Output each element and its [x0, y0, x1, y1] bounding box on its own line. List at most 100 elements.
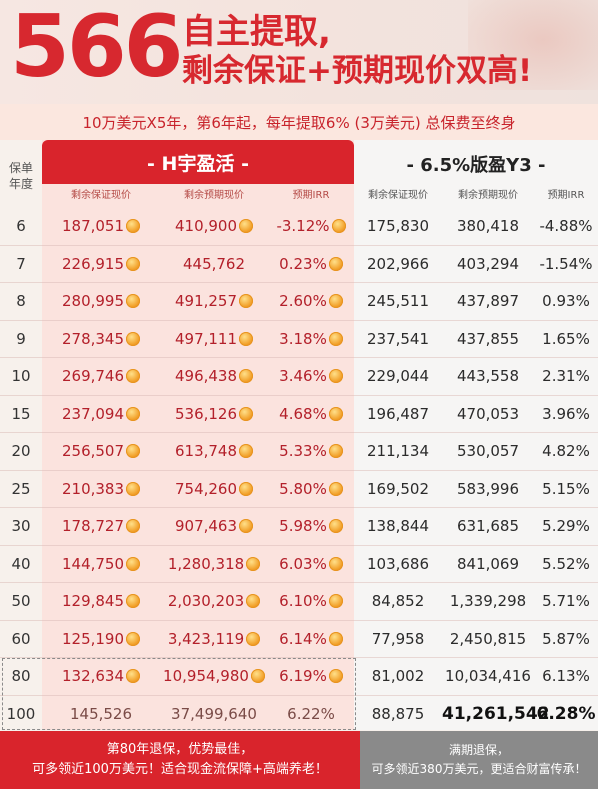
right-guaranteed-cell: 84,852: [354, 583, 442, 620]
left-irr-cell: 6.19%: [268, 658, 354, 695]
left-expected-cell: 907,463: [160, 508, 268, 545]
policy-year-cell-value: 9: [16, 329, 26, 348]
col-right-expected: 剩余预期现价: [458, 190, 518, 201]
right-guaranteed-cell: 103,686: [354, 546, 442, 583]
policy-year-cell-value: 40: [11, 554, 31, 573]
coin-icon: [328, 556, 343, 571]
right-guaranteed-cell-value: 175,830: [366, 217, 430, 235]
right-expected-cell: 631,685: [442, 508, 534, 545]
left-expected-cell-value: 2,030,203: [167, 592, 245, 610]
right-guaranteed-cell: 237,541: [354, 321, 442, 358]
coin-icon: [239, 406, 254, 421]
left-irr-cell-value: 6.10%: [279, 592, 327, 610]
left-expected-cell: 491,257: [160, 283, 268, 320]
right-plan-title: - 6.5%版盈Y3 -: [406, 155, 546, 176]
left-expected-cell: 497,111: [160, 321, 268, 358]
table-row: 6 187,051 410,900 -3.12% 175,830 380,418 -4.88…: [0, 208, 598, 246]
table-row: 25 210,383 754,260 5.80% 169,502 583,996 5.15%: [0, 471, 598, 508]
left-irr-cell: 6.10%: [268, 583, 354, 620]
left-expected-cell-value: 613,748: [174, 442, 238, 460]
headline-title-line2: 剩余保证+预期现价双高!: [182, 53, 533, 89]
left-guaranteed-cell-value: 280,995: [61, 292, 125, 310]
policy-year-cell: 40: [0, 546, 42, 583]
col-left-expected: 剩余预期现价: [184, 190, 244, 201]
right-expected-cell: 443,558: [442, 358, 534, 395]
coin-icon: [328, 256, 343, 271]
right-expected-cell-value: 10,034,416: [445, 667, 531, 685]
left-irr-cell-value: 3.46%: [279, 367, 327, 385]
right-expected-cell: 530,057: [442, 433, 534, 470]
right-expected-cell: 437,855: [442, 321, 534, 358]
left-expected-cell-value: 445,762: [182, 254, 246, 273]
left-expected-cell: 410,900: [160, 208, 268, 245]
left-guaranteed-cell-value: 144,750: [61, 554, 125, 573]
coin-icon: [239, 444, 254, 458]
right-irr-cell-value: 5.52%: [542, 554, 590, 573]
policy-year-cell-value: 50: [11, 592, 31, 610]
right-expected-cell-value: 583,996: [456, 479, 520, 498]
left-expected-cell-value: 496,438: [174, 367, 238, 385]
policy-year-cell-value: 25: [11, 479, 31, 498]
right-expected-cell-value: 470,053: [456, 404, 520, 423]
right-guaranteed-cell: 88,875: [354, 696, 442, 733]
right-guaranteed-cell: 202,966: [354, 246, 442, 283]
left-irr-cell: 6.14%: [268, 621, 354, 658]
coin-icon: [126, 256, 141, 271]
headline-number: 566: [10, 0, 184, 97]
table-row: 40 144,750 1,280,318 6.03% 103,686 841,069 5.5…: [0, 546, 598, 583]
right-irr-cell-value: -4.88%: [539, 217, 593, 235]
left-guaranteed-cell-value: 129,845: [61, 592, 125, 610]
left-irr-cell-value: 6.19%: [279, 667, 327, 685]
left-guaranteed-cell: 178,727: [42, 508, 160, 545]
left-expected-cell-value: 10,954,980: [163, 667, 249, 685]
left-plan-title: - H宇盈活 -: [147, 152, 249, 175]
left-irr-cell: 3.46%: [268, 358, 354, 395]
right-expected-cell-value: 1,339,298: [449, 592, 527, 610]
coin-icon: [239, 331, 254, 346]
policy-year-cell-value: 15: [11, 404, 31, 423]
right-expected-cell-value: 443,558: [456, 367, 520, 385]
policy-year-cell-value: 30: [11, 517, 31, 535]
right-guaranteed-cell-value: 77,958: [371, 629, 425, 648]
table-row: 80 132,634 10,954,980 6.19% 81,002 10,034,416…: [0, 658, 598, 696]
footer-left-line1: 第80年退保，优势最佳，: [106, 742, 254, 757]
left-guaranteed-cell-value: 210,383: [61, 479, 125, 498]
policy-year-cell: 6: [0, 208, 42, 245]
coin-icon: [328, 294, 343, 308]
policy-year-cell: 10: [0, 358, 42, 395]
coin-icon: [328, 631, 343, 646]
left-irr-cell: 5.80%: [268, 471, 354, 508]
coin-icon: [126, 331, 141, 346]
right-irr-cell: 5.71%: [534, 583, 598, 620]
column-headers: 剩余保证现价 剩余预期现价 预期IRR 剩余保证现价 剩余预期现价 预期IRR: [0, 184, 598, 208]
coin-icon: [331, 219, 346, 233]
left-expected-cell-value: 536,126: [174, 404, 238, 423]
left-guaranteed-cell: 280,995: [42, 283, 160, 320]
right-expected-cell-value: 437,897: [456, 292, 520, 310]
right-guaranteed-cell: 81,002: [354, 658, 442, 695]
coin-icon: [328, 406, 343, 421]
left-irr-cell: 3.18%: [268, 321, 354, 358]
right-guaranteed-cell-value: 138,844: [366, 517, 430, 535]
hero-decoration: [468, 0, 598, 90]
left-irr-cell-value: 3.18%: [279, 329, 327, 348]
headline-title-line1: 自主提取,: [182, 12, 331, 52]
right-irr-cell-value: 5.15%: [542, 479, 590, 498]
table-row: 100 145,526 37,499,640 6.22% 88,875 41,261,54…: [0, 696, 598, 733]
coin-icon: [246, 594, 261, 608]
right-guaranteed-cell: 196,487: [354, 396, 442, 433]
footer-right-line2: 可多领近380万美元，更适合财富传承！: [371, 762, 587, 776]
coin-icon: [126, 481, 141, 496]
coin-icon: [126, 594, 141, 608]
right-irr-cell-value: 5.29%: [542, 517, 590, 535]
hero-banner: 566 自主提取, 剩余保证+预期现价双高!: [0, 0, 598, 104]
right-expected-cell-value: 403,294: [456, 254, 520, 273]
left-irr-cell-value: 0.23%: [279, 254, 327, 273]
left-expected-cell-value: 410,900: [174, 217, 238, 235]
right-irr-cell-value: 2.31%: [542, 367, 590, 385]
left-irr-cell-value: 2.60%: [279, 292, 327, 310]
left-irr-cell-value: 5.80%: [279, 479, 327, 498]
left-irr-cell-value: -3.12%: [276, 217, 330, 235]
left-expected-cell: 1,280,318: [160, 546, 268, 583]
coin-icon: [328, 519, 343, 533]
